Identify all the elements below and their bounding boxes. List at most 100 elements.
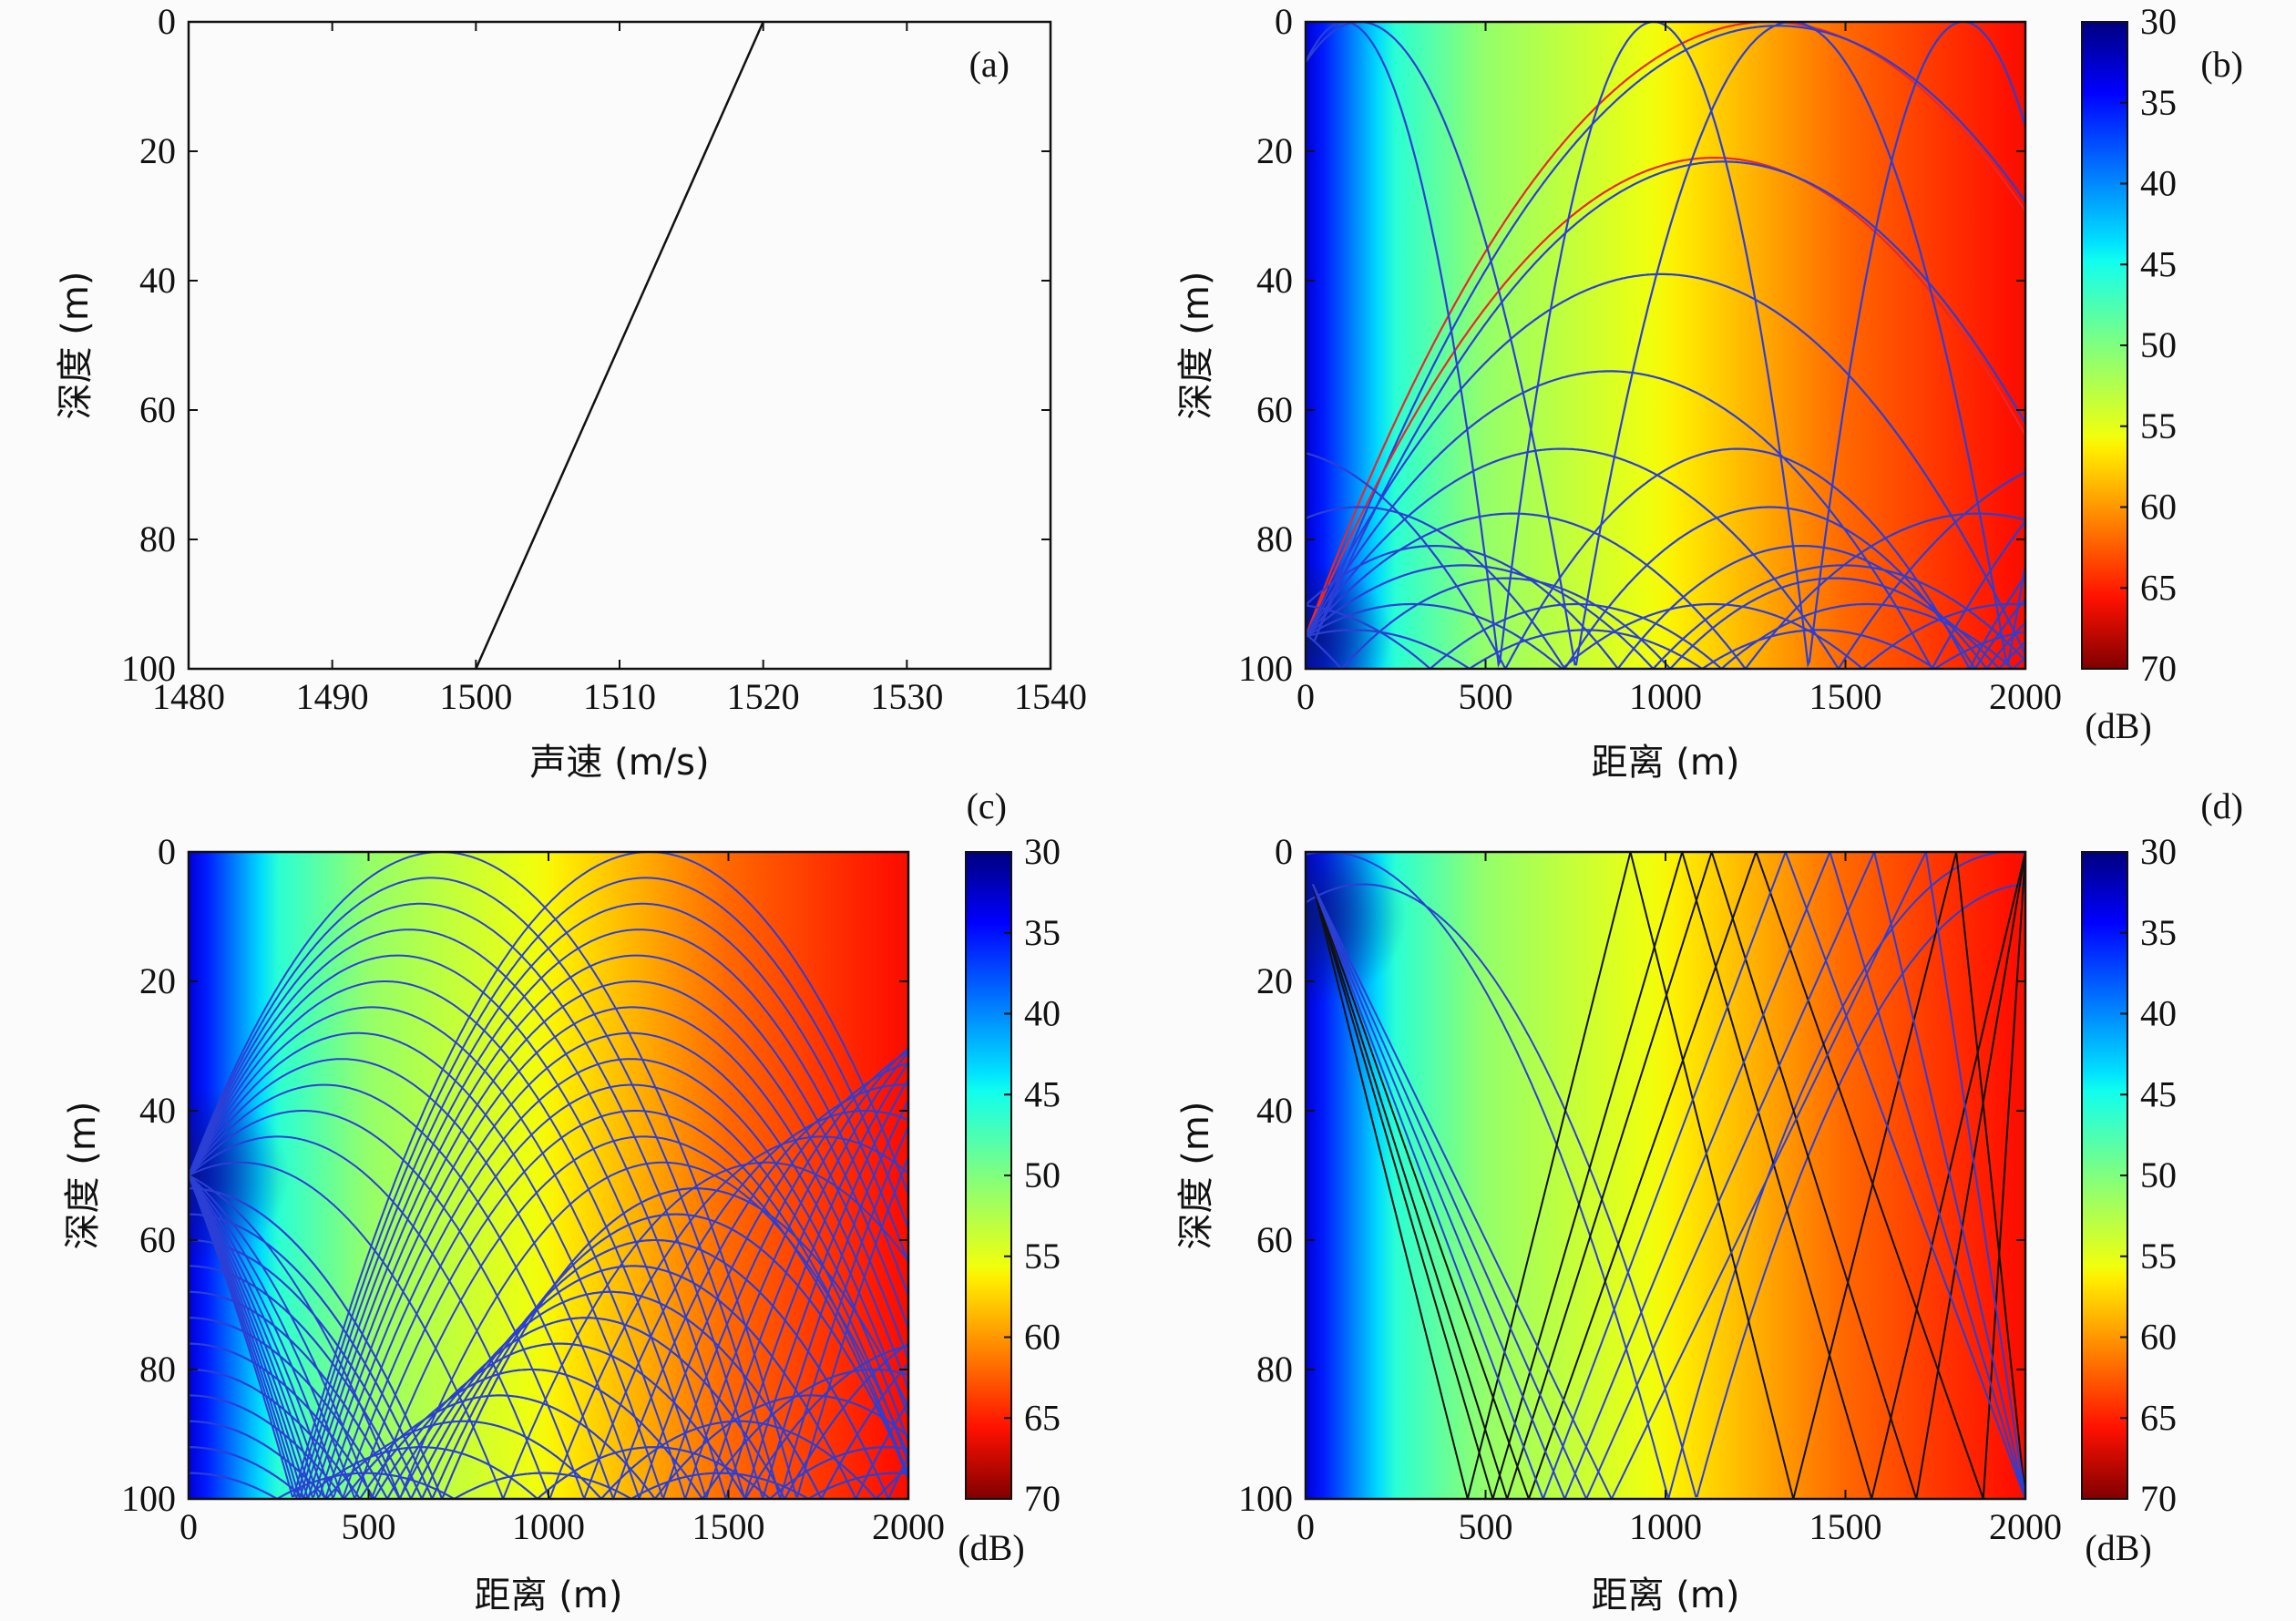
panel-a-sound-speed-profile: (a) 声速 (m/s) 深度 (m)	[55, 21, 1010, 784]
ray	[1313, 160, 2025, 641]
panel-b-colorbar-tick-label: 70	[2140, 648, 2177, 689]
ray	[189, 1317, 908, 1499]
ray	[189, 1239, 908, 1499]
panel-b-colorbar-tick-label: 45	[2140, 243, 2177, 284]
panel-c-xtick-label: 1500	[692, 1506, 765, 1547]
panel-d-colorbar-tick-label: 70	[2140, 1478, 2177, 1519]
panel-b-xtick-label: 1500	[1809, 676, 1882, 717]
panel-d-source-glow	[1306, 852, 2025, 1499]
panel-d-ytick-label: 60	[1256, 1219, 1293, 1260]
panel-d-ylabel: 深度 (m)	[1175, 1102, 1217, 1250]
ray	[189, 1006, 908, 1499]
panel-a-xtick-label: 1520	[727, 676, 800, 717]
ray	[189, 1058, 908, 1499]
panel-c-colorbar-tick-label: 40	[1024, 993, 1061, 1034]
ray-red	[1306, 22, 2025, 637]
ray-red	[1306, 157, 2025, 637]
panel-a-xtick-label: 1500	[439, 676, 512, 717]
ray	[1306, 506, 2025, 669]
panel-d-xtick-label: 1500	[1809, 1506, 1882, 1547]
ray	[1306, 512, 2025, 669]
panel-c-colorbar-unit: (dB)	[958, 1527, 1024, 1568]
panel-a-ytick-label: 60	[139, 389, 176, 430]
panel-a-ytick-label: 0	[158, 1, 176, 42]
panel-a-xtick-label: 1540	[1014, 676, 1087, 717]
ray	[189, 1161, 908, 1499]
ray	[1306, 602, 2025, 669]
ray	[1311, 852, 2025, 1499]
panel-b-ytick-label: 100	[1238, 648, 1293, 689]
panel-c-ytick-label: 0	[158, 831, 176, 872]
panel-a-xtick-label: 1490	[296, 676, 369, 717]
panel-c-colorbar-tick-label: 55	[1024, 1236, 1061, 1277]
panel-d-colorbar-tick-label: 65	[2140, 1397, 2177, 1438]
panel-c-xtick-label: 500	[342, 1506, 396, 1547]
panel-b-colorbar-tick-label: 50	[2140, 324, 2177, 365]
panel-c-xlabel: 距离 (m)	[475, 1575, 623, 1616]
panel-a-ytick-label: 40	[139, 260, 176, 301]
panel-b-colorbar-unit: (dB)	[2085, 705, 2151, 746]
panel-d-ytick-label: 40	[1256, 1090, 1293, 1131]
ray	[189, 1369, 908, 1499]
ray	[1306, 629, 2025, 669]
panel-b-source-glow	[1306, 22, 2025, 669]
panel-c-xtick-label: 2000	[872, 1506, 945, 1547]
ray	[1306, 370, 2025, 669]
ray	[189, 1472, 908, 1499]
ray-black	[1311, 852, 2025, 1499]
panel-d-colorbar-tick-label: 50	[2140, 1154, 2177, 1195]
panel-c-colorbar-tick-label: 30	[1024, 831, 1061, 872]
ray	[189, 877, 908, 1499]
ray	[1313, 25, 2025, 641]
ray	[189, 1265, 908, 1499]
panel-c-colorbar	[965, 851, 1012, 1500]
ray	[189, 1006, 908, 1499]
panel-d-ytick-label: 80	[1256, 1349, 1293, 1390]
panel-b-xtick-label: 2000	[1989, 676, 2062, 717]
panel-b-colorbar-tick-label: 55	[2140, 405, 2177, 446]
panel-a-xlabel: 声速 (m/s)	[529, 742, 709, 784]
panel-b-label: (b)	[2200, 44, 2243, 85]
panel-d-xtick-label: 0	[1297, 1506, 1315, 1547]
ray	[189, 902, 908, 1499]
panel-d-colorbar-tick-label: 40	[2140, 993, 2177, 1034]
panel-b-ytick-label: 60	[1256, 389, 1293, 430]
panel-b-colorbar-tick-label: 35	[2140, 82, 2177, 123]
panel-c-ytick-label: 40	[139, 1090, 176, 1131]
panel-d-colorbar-tick-label: 30	[2140, 831, 2177, 872]
panel-b-xlabel: 距离 (m)	[1592, 742, 1740, 784]
ray	[189, 1290, 908, 1499]
ray	[189, 1083, 908, 1499]
panel-c-ray-trace: (c) 距离 (m) 深度 (m) (dB)	[62, 785, 1025, 1616]
panel-a-ytick-label: 100	[121, 648, 176, 689]
ray	[189, 1161, 908, 1499]
panel-b-ylabel: 深度 (m)	[1175, 272, 1217, 420]
ray	[1312, 852, 2025, 1499]
panel-c-colorbar-tick-label: 45	[1024, 1073, 1061, 1114]
panel-b-colorbar-tick-label: 40	[2140, 163, 2177, 204]
panel-d-colorbar-tick-label: 60	[2140, 1317, 2177, 1358]
ray	[189, 954, 908, 1499]
panel-d-ytick-label: 0	[1275, 831, 1293, 872]
ray	[1306, 272, 2025, 655]
panel-c-ytick-label: 100	[121, 1478, 176, 1519]
panel-b-ytick-label: 20	[1256, 130, 1293, 171]
panel-c-label: (c)	[967, 785, 1007, 826]
ray	[189, 1031, 908, 1499]
ray-black	[1311, 852, 2025, 1499]
panel-d-ray-trace: (d) 距离 (m) 深度 (m) (dB)	[1175, 785, 2243, 1616]
panel-b-colorbar-tick-label: 65	[2140, 567, 2177, 608]
ray	[1311, 852, 2025, 1499]
ray	[189, 1420, 908, 1499]
panel-b-colorbar-tick-label: 60	[2140, 487, 2177, 528]
ray-black	[1311, 852, 2025, 1499]
ray	[1306, 545, 2025, 669]
panel-d-xtick-label: 500	[1459, 1506, 1513, 1547]
panel-d-label: (d)	[2200, 785, 2243, 826]
panel-d-xtick-label: 2000	[1989, 1506, 2062, 1547]
ray	[189, 1394, 908, 1499]
panel-d-colorbar-tick-label: 55	[2140, 1236, 2177, 1277]
panel-c-colorbar-tick-label: 50	[1024, 1154, 1061, 1195]
panel-a-ytick-label: 80	[139, 518, 176, 559]
